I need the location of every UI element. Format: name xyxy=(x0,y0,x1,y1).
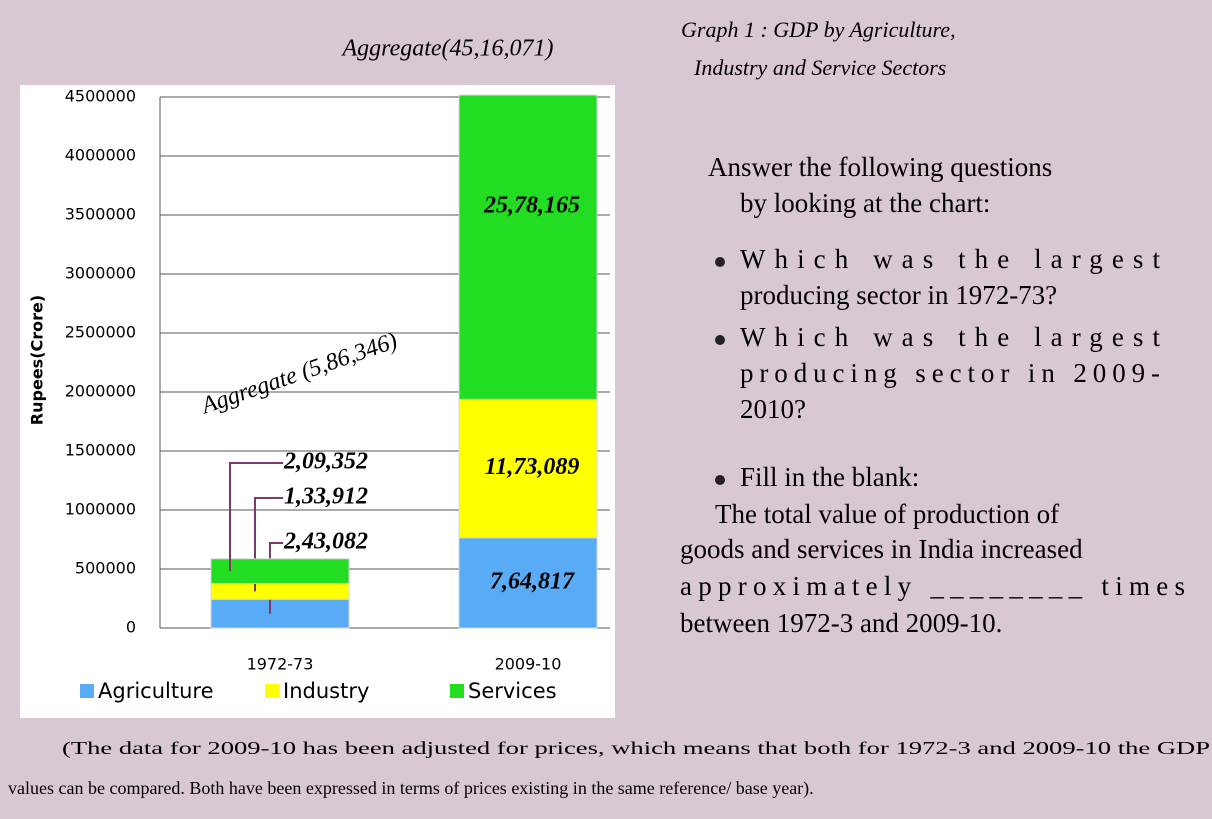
bar-segment xyxy=(210,598,350,629)
caption: values can be compared. Both have been e… xyxy=(8,778,814,799)
bullet xyxy=(715,257,725,267)
legend-swatch xyxy=(80,684,94,698)
x-tick-label: 2009-10 xyxy=(495,655,562,674)
heading: Industry and Service Sectors xyxy=(693,55,946,80)
heading: Graph 1 : GDP by Agriculture, xyxy=(681,17,956,42)
leader-line xyxy=(229,462,283,572)
y-tick-label: 1000000 xyxy=(65,500,136,519)
bar-segment xyxy=(458,537,598,629)
y-axis-title: Rupees(Crore) xyxy=(28,295,47,425)
value-label: 2,43,082 xyxy=(283,529,368,555)
caption: (The data for 2009-10 has been adjusted … xyxy=(62,738,1210,759)
value-label: 7,64,817 xyxy=(490,568,575,594)
paragraph-line: approximately ________ times xyxy=(680,571,1185,601)
question-line: 2010? xyxy=(740,394,806,424)
legend-label: Industry xyxy=(283,679,369,703)
y-tick-label: 3000000 xyxy=(65,264,136,283)
paragraph-line: between 1972-3 and 2009-10. xyxy=(680,608,1002,638)
question-line: Fill in the blank: xyxy=(740,462,919,492)
bar-segment xyxy=(458,398,598,539)
value-label: 25,78,165 xyxy=(483,193,580,219)
value-label: 11,73,089 xyxy=(485,454,580,480)
legend-swatch xyxy=(265,684,279,698)
intro: Answer the following questions xyxy=(708,152,1052,182)
annotation: Aggregate(45,16,071) xyxy=(340,36,553,62)
bullet xyxy=(715,335,725,345)
paragraph-line: goods and services in India increased xyxy=(680,534,1083,564)
value-label: 2,09,352 xyxy=(283,449,368,475)
y-tick-label: 2500000 xyxy=(65,323,136,342)
legend-swatch xyxy=(450,684,464,698)
bar-segment xyxy=(210,583,350,600)
y-tick-label: 500000 xyxy=(75,559,136,578)
x-tick-label: 1972-73 xyxy=(247,655,314,674)
bar-segment xyxy=(210,558,350,585)
paragraph-line: The total value of production of xyxy=(715,499,1059,529)
intro: by looking at the chart: xyxy=(740,188,990,218)
y-tick-label: 2000000 xyxy=(65,382,136,401)
question-line: producing sector in 2009- xyxy=(740,358,1160,388)
y-tick-label: 0 xyxy=(126,618,136,637)
y-tick-label: 4000000 xyxy=(65,146,136,165)
bar-segment xyxy=(458,94,598,400)
y-tick-label: 1500000 xyxy=(65,441,136,460)
value-label: 1,33,912 xyxy=(284,484,368,510)
question-line: producing sector in 1972-73? xyxy=(740,280,1057,310)
legend-label: Agriculture xyxy=(98,679,214,703)
y-tick-label: 3500000 xyxy=(65,205,136,224)
legend-label: Services xyxy=(468,679,557,703)
y-tick-label: 4500000 xyxy=(65,87,136,106)
bullet xyxy=(715,475,725,485)
